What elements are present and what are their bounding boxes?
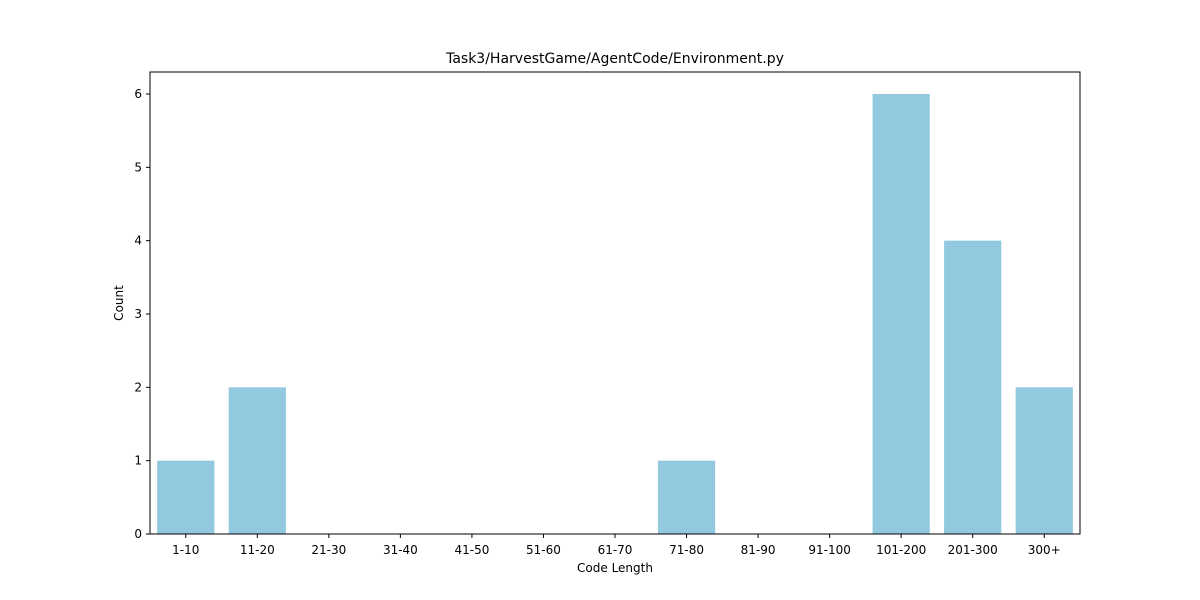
x-tick-label: 21-30 (311, 543, 346, 557)
x-tick-label: 201-300 (948, 543, 998, 557)
x-tick-label: 91-100 (808, 543, 851, 557)
x-tick-label: 61-70 (598, 543, 633, 557)
bars (157, 94, 1073, 535)
bar-1-10 (157, 460, 215, 534)
x-tick-label: 81-90 (741, 543, 776, 557)
x-tick-label: 41-50 (454, 543, 489, 557)
y-tick-label: 2 (134, 380, 142, 394)
y-tick-label: 1 (134, 454, 142, 468)
y-axis: 0 1 2 3 4 5 6 (134, 87, 150, 541)
y-tick-label: 3 (134, 307, 142, 321)
x-tick-label: 11-20 (240, 543, 275, 557)
bar-201-300 (944, 240, 1002, 535)
chart-title: Task3/HarvestGame/AgentCode/Environment.… (445, 51, 784, 67)
y-axis-label: Count (112, 285, 126, 321)
y-tick-label: 5 (134, 160, 142, 174)
x-tick-label: 51-60 (526, 543, 561, 557)
y-tick-label: 6 (134, 87, 142, 101)
bar-11-20 (228, 387, 286, 534)
x-tick-label: 71-80 (669, 543, 704, 557)
x-tick-label: 31-40 (383, 543, 418, 557)
plot-frame (149, 71, 1081, 535)
x-axis: 1-10 11-20 21-30 31-40 41-50 51-60 61-70 71-80 8… (172, 534, 1061, 557)
x-tick-label: 101-200 (876, 543, 926, 557)
y-tick-label: 4 (134, 234, 142, 248)
bar-300+ (1015, 387, 1073, 534)
x-axis-label: Code Length (577, 561, 653, 575)
bar-71-80 (657, 460, 716, 534)
x-tick-label: 1-10 (172, 543, 199, 557)
y-tick-label: 0 (134, 527, 142, 541)
x-tick-label: 300+ (1028, 543, 1061, 557)
bar-101-200 (872, 94, 930, 534)
